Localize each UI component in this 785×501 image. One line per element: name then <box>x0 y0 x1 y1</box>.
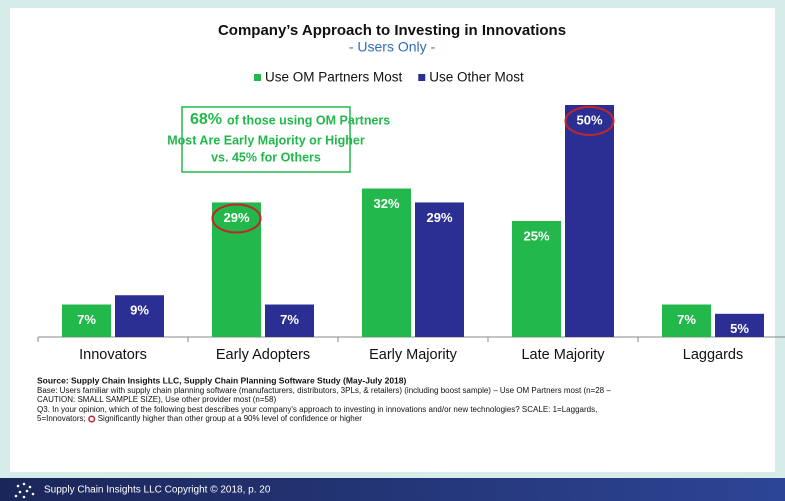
footer-text: Supply Chain Insights LLC Copyright © 20… <box>44 485 271 496</box>
bar <box>362 188 411 337</box>
x-tick-label: Laggards <box>683 347 743 363</box>
significance-legend-icon <box>88 415 96 423</box>
bar <box>115 295 164 337</box>
value-label: 50% <box>576 112 602 127</box>
bar <box>415 202 464 337</box>
legend-label: Use OM Partners Most <box>265 70 403 85</box>
annotation-text: vs. 45% for Others <box>211 150 321 164</box>
value-label: 29% <box>223 210 249 225</box>
value-label: 29% <box>426 210 452 225</box>
legend-label: Use Other Most <box>429 70 524 85</box>
value-label: 32% <box>373 196 399 211</box>
significance-circle <box>564 106 615 136</box>
x-tick-label: Early Adopters <box>216 347 310 363</box>
x-tick-label: Early Majority <box>369 347 458 363</box>
legend-swatch <box>254 74 261 81</box>
source-note: Base: Users familiar with supply chain p… <box>37 386 611 395</box>
source-note: 5=Innovators; <box>37 414 86 423</box>
value-label: 9% <box>130 303 149 318</box>
chart-title: Company’s Approach to Investing in Innov… <box>218 22 566 39</box>
legend-swatch <box>418 74 426 81</box>
bar <box>62 304 111 337</box>
bar <box>662 304 711 337</box>
source-note: Significantly higher than other group at… <box>98 414 363 423</box>
annotation-text: of those using OM Partners <box>227 113 390 127</box>
value-label: 7% <box>77 312 96 327</box>
source-note: CAUTION: SMALL SAMPLE SIZE), Use other p… <box>37 395 276 404</box>
annotation-highlight: 68% <box>190 111 222 128</box>
bar <box>565 105 614 337</box>
value-label: 25% <box>523 228 549 243</box>
source-note: Q3. In your opinion, which of the follow… <box>37 405 597 414</box>
footer-bar <box>0 478 785 501</box>
value-label: 7% <box>677 312 696 327</box>
bar <box>212 202 261 337</box>
significance-circle <box>211 203 262 234</box>
value-label: 5% <box>730 321 749 336</box>
bar <box>512 221 561 337</box>
footer-icon <box>14 482 35 499</box>
x-tick-label: Late Majority <box>521 347 605 363</box>
bar <box>715 313 764 337</box>
chart-subtitle: - Users Only - <box>349 39 436 55</box>
value-label: 7% <box>280 312 299 327</box>
source-note: Source: Supply Chain Insights LLC, Suppl… <box>37 375 406 385</box>
annotation-box <box>181 106 351 173</box>
bar <box>265 304 314 337</box>
x-tick-label: Innovators <box>79 347 147 363</box>
annotation-text: Most Are Early Majority or Higher <box>167 133 365 147</box>
